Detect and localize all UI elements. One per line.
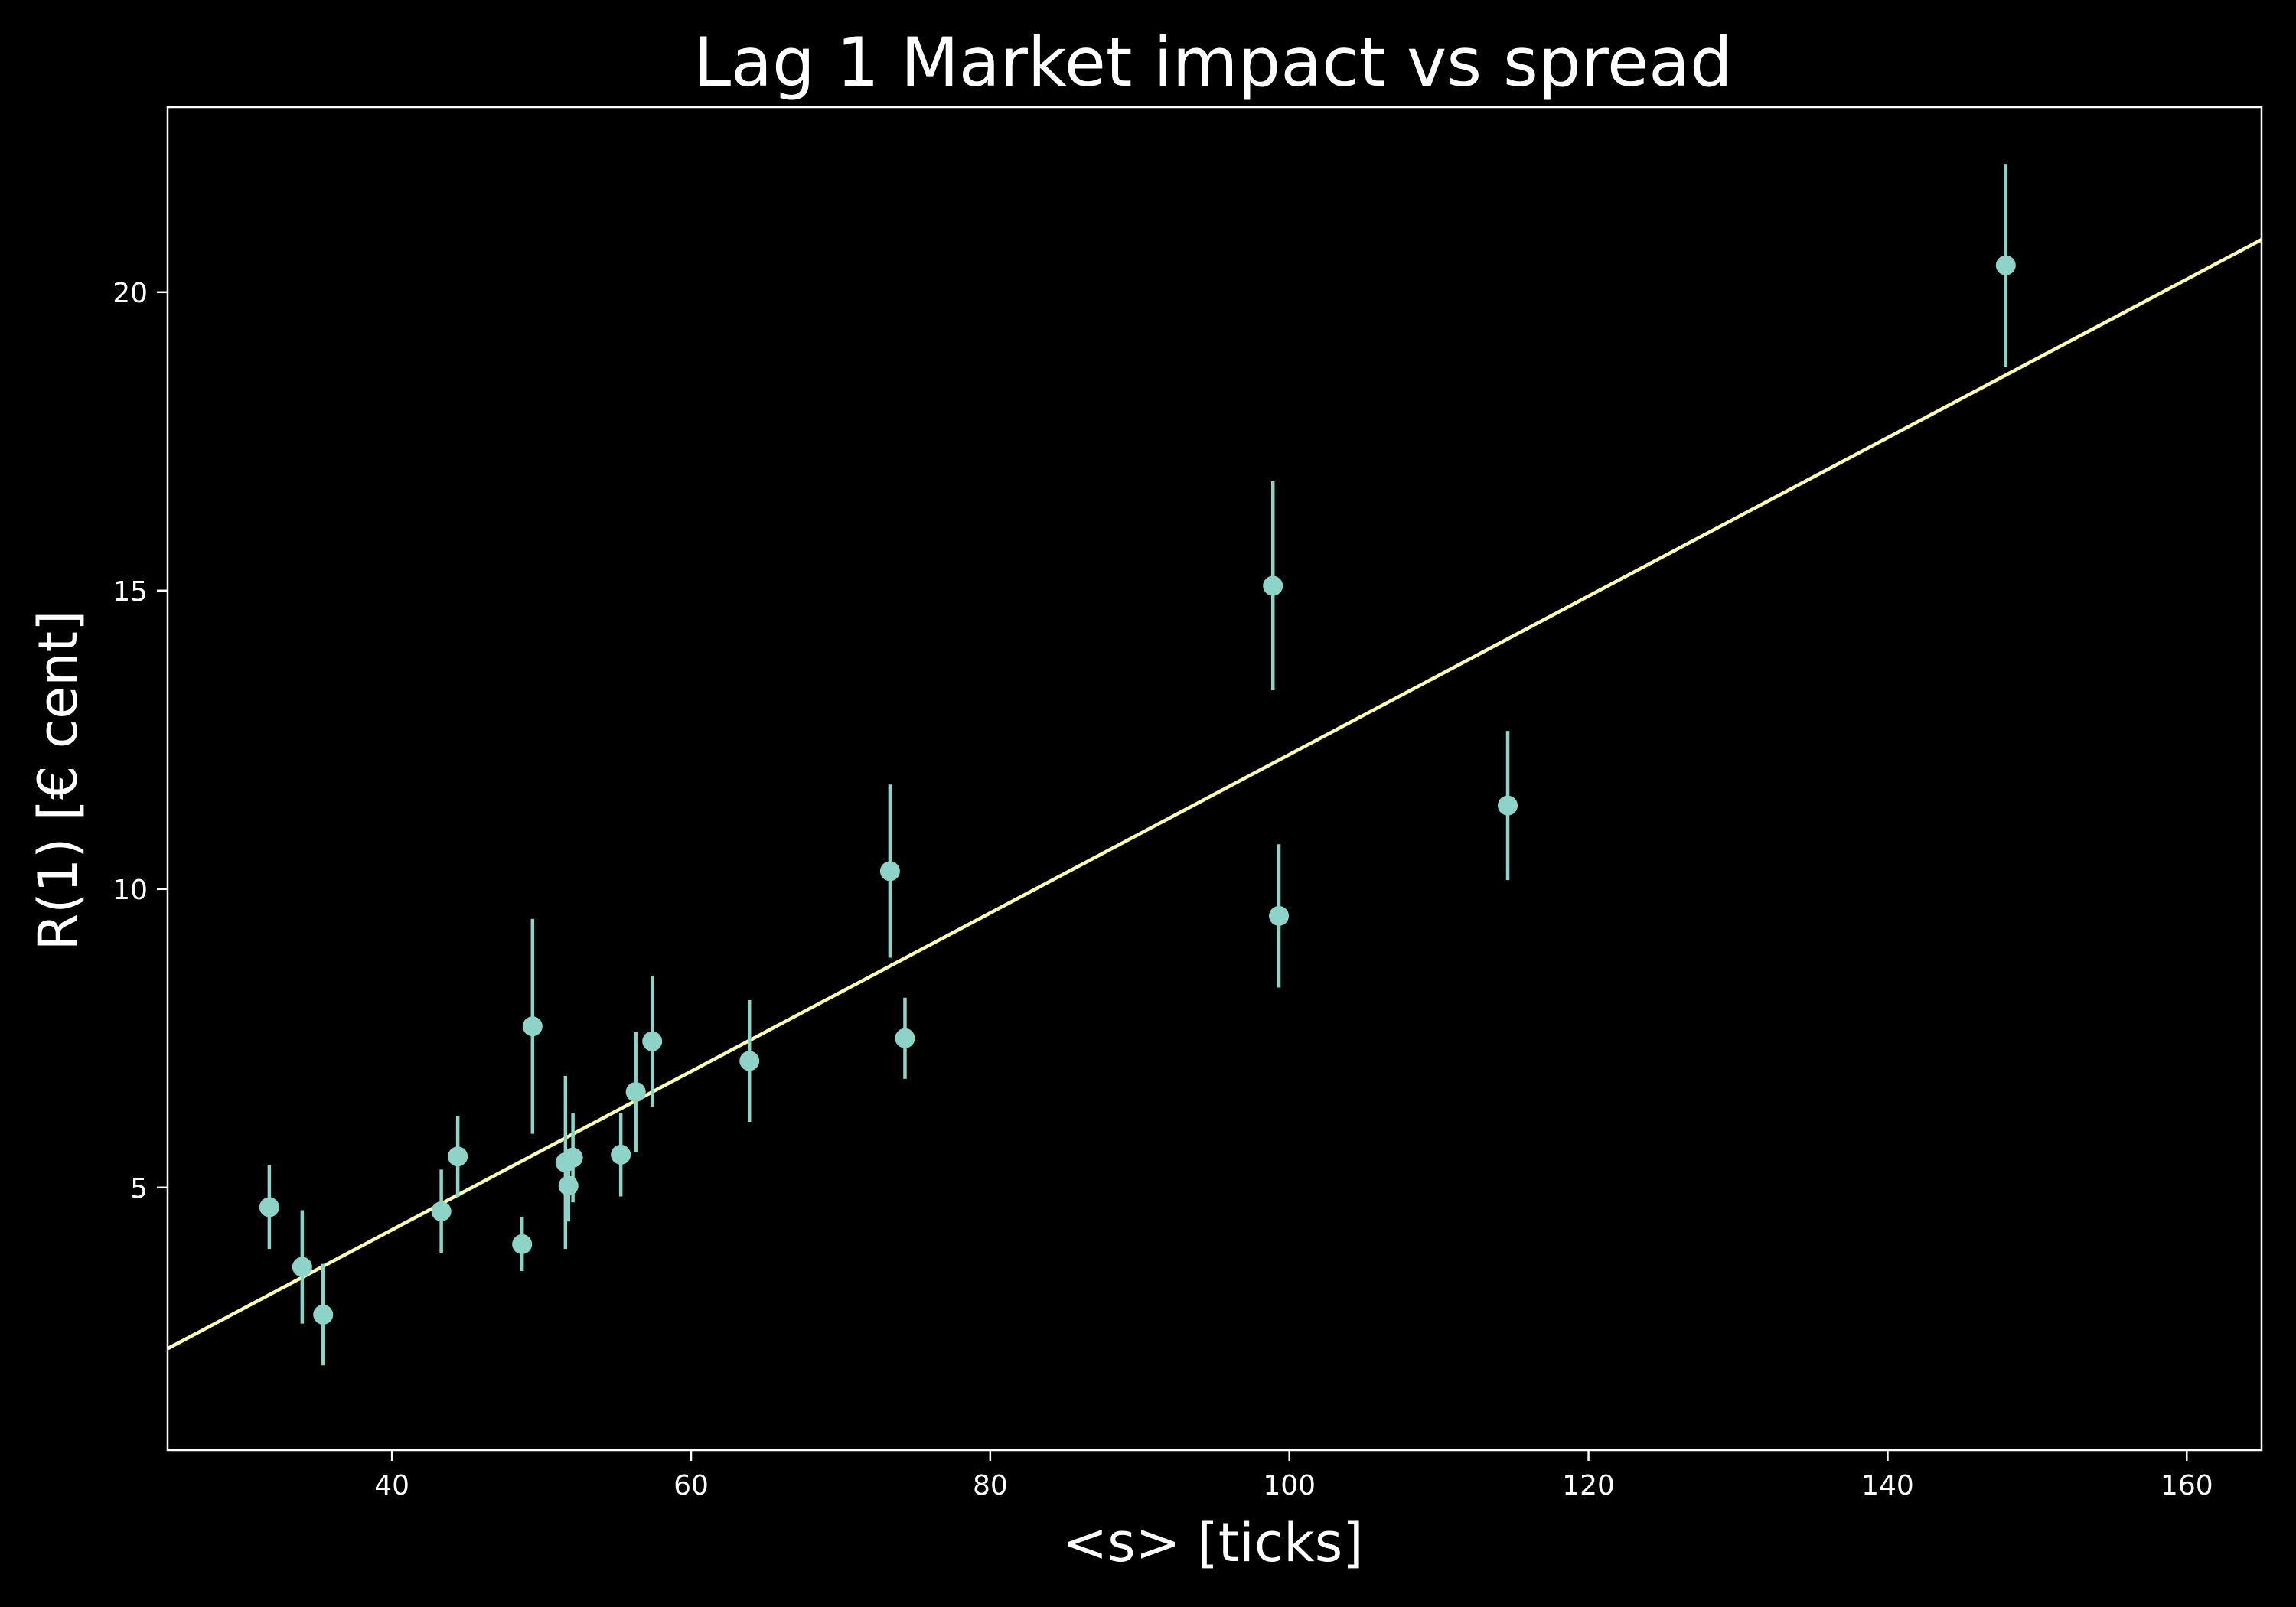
marker: [880, 861, 900, 881]
y-tick-label: 10: [113, 875, 148, 906]
marker: [292, 1257, 312, 1277]
marker: [739, 1051, 759, 1071]
marker: [523, 1016, 543, 1036]
marker: [1996, 256, 2016, 275]
marker: [642, 1032, 662, 1051]
marker: [259, 1198, 279, 1217]
x-tick-label: 160: [2161, 1470, 2213, 1501]
marker: [512, 1234, 532, 1254]
marker: [1269, 906, 1289, 926]
marker: [626, 1082, 646, 1102]
x-tick-label: 40: [374, 1470, 409, 1501]
y-axis-label: R(1) [€ cent]: [27, 611, 90, 951]
x-tick-label: 60: [673, 1470, 709, 1501]
x-tick-label: 140: [1861, 1470, 1914, 1501]
y-tick-label: 20: [113, 278, 148, 309]
marker: [1263, 576, 1283, 596]
chart-title: Lag 1 Market impact vs spread: [693, 23, 1733, 102]
marker: [563, 1148, 583, 1168]
y-tick-label: 15: [113, 576, 148, 608]
marker: [611, 1145, 631, 1165]
x-axis-label: <s> [ticks]: [1062, 1511, 1363, 1574]
x-tick-label: 80: [973, 1470, 1008, 1501]
marker: [313, 1305, 333, 1325]
y-tick-label: 5: [130, 1173, 148, 1204]
marker: [448, 1146, 468, 1166]
marker: [895, 1028, 915, 1048]
x-tick-label: 100: [1263, 1470, 1316, 1501]
marker: [432, 1201, 452, 1221]
marker: [559, 1175, 579, 1195]
marker: [1498, 796, 1518, 816]
x-tick-label: 120: [1562, 1470, 1615, 1501]
